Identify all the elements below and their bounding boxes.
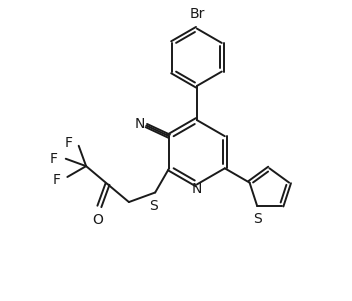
Text: O: O [92,213,103,227]
Text: N: N [192,182,202,196]
Text: F: F [53,173,61,187]
Text: N: N [135,117,145,131]
Text: Br: Br [190,7,205,21]
Text: F: F [64,136,73,150]
Text: S: S [149,199,158,213]
Text: S: S [253,212,262,226]
Text: F: F [50,152,58,166]
